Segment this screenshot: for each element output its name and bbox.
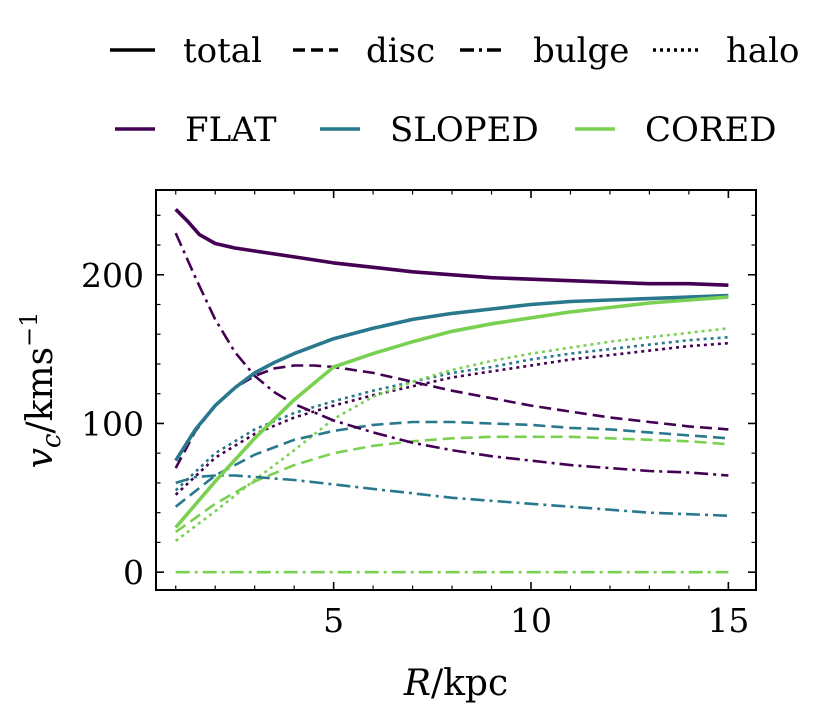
series-flat-total <box>174 208 729 287</box>
legend-components: total disc bulge halo <box>110 31 800 71</box>
legend-sloped-label: SLOPED <box>390 110 539 150</box>
x-tick-label: 15 <box>707 601 749 640</box>
y-tick-label: 200 <box>81 256 144 295</box>
series-cored-disc <box>174 435 729 534</box>
series-flat-halo <box>174 341 729 496</box>
series-sloped-bulge <box>175 474 729 517</box>
series-layer <box>174 208 729 574</box>
legend-disc-label: disc <box>366 31 435 71</box>
y-tick-label: 100 <box>81 404 144 443</box>
x-axis-label: R/kpc <box>403 663 508 704</box>
legend-cored-label: CORED <box>645 110 777 150</box>
plot-frame <box>155 189 757 591</box>
series-cored-total <box>174 295 729 529</box>
legend-halo-label: halo <box>726 31 800 71</box>
y-tick-label: 0 <box>123 553 144 592</box>
x-tick-label: 5 <box>323 601 344 640</box>
tick-labels: 5 10 15 0 100 200 <box>81 256 749 640</box>
legend-bulge-label: bulge <box>533 31 629 71</box>
legend-total-label: total <box>183 31 262 71</box>
series-sloped-total <box>174 293 729 462</box>
legend-flat-label: FLAT <box>185 110 277 150</box>
series-sloped-halo <box>174 335 729 492</box>
legend-models: FLAT SLOPED CORED <box>115 110 777 150</box>
series-sloped-disc <box>174 420 729 508</box>
y-axis-label: vc/kms−1 <box>15 312 67 469</box>
series-flat-bulge <box>174 232 729 477</box>
ticks-layer <box>156 190 756 590</box>
x-tick-label: 10 <box>510 601 552 640</box>
